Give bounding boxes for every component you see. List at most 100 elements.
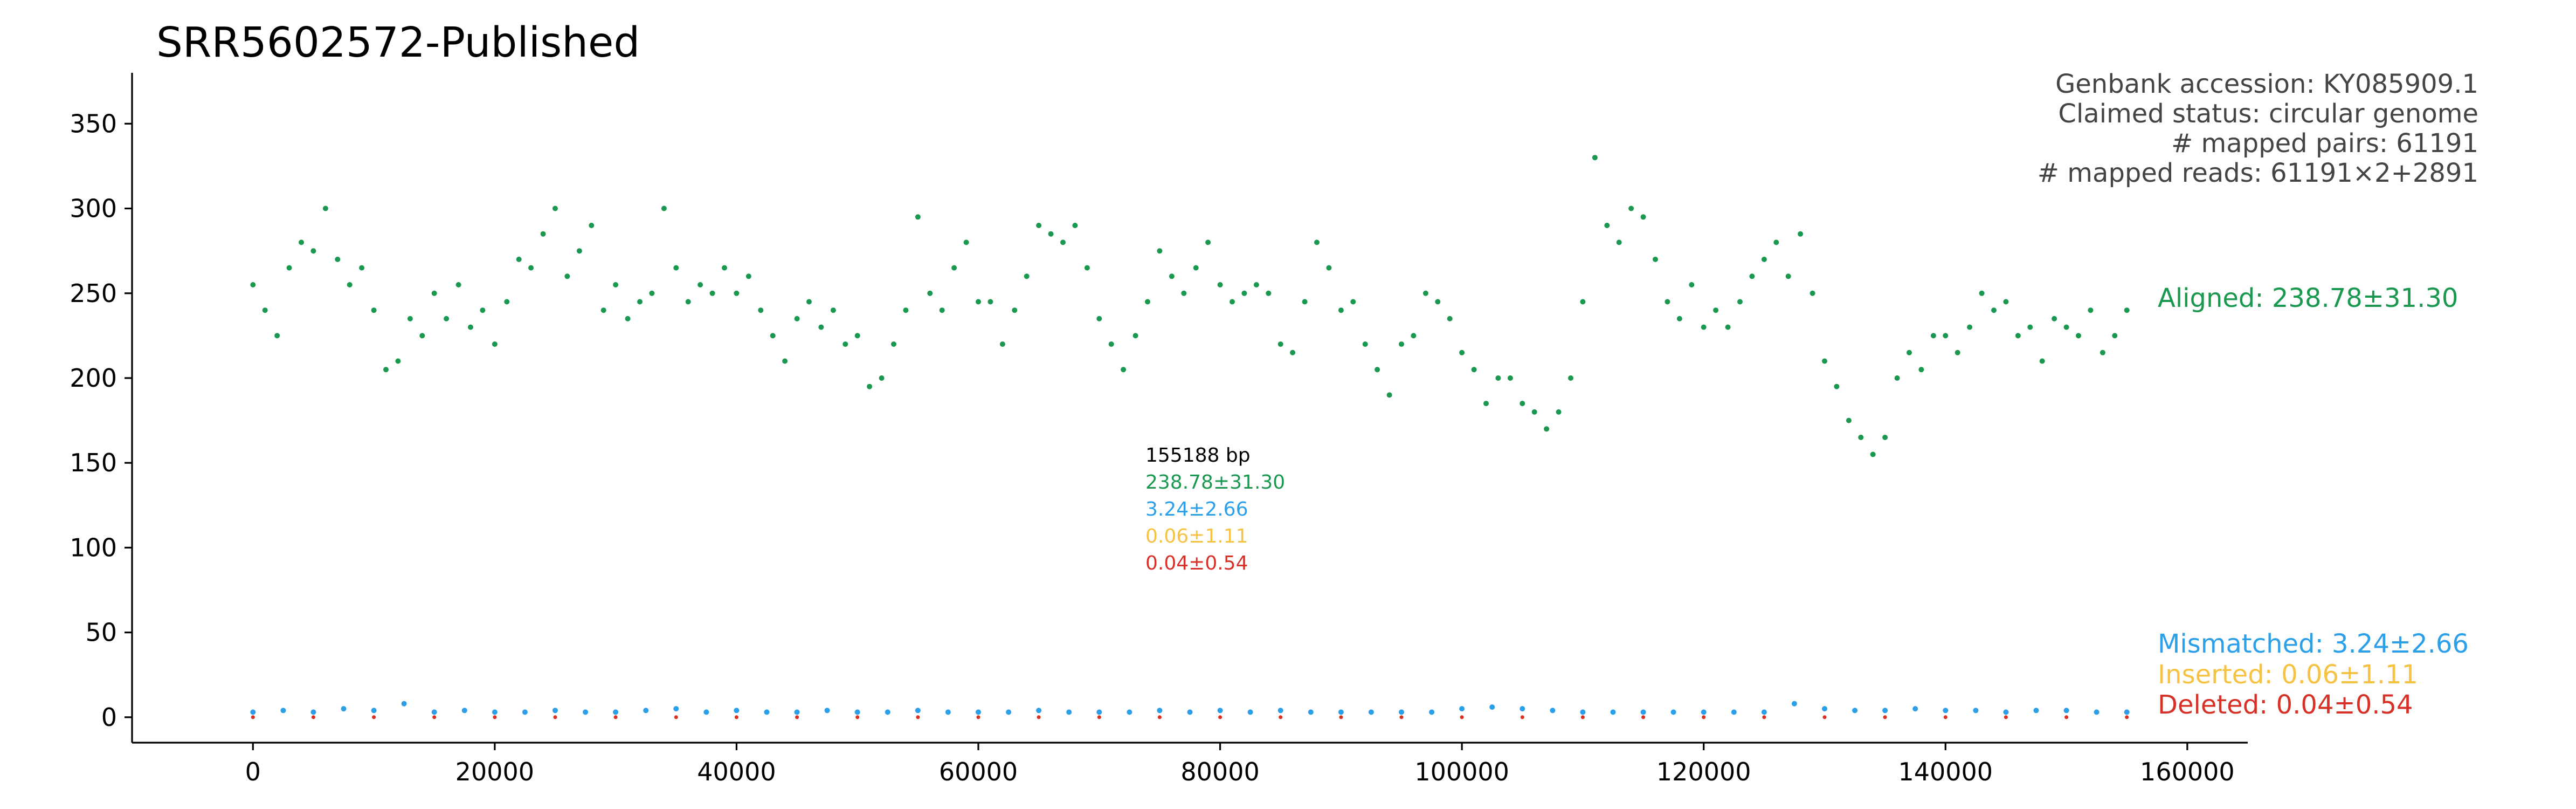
aligned-point xyxy=(1918,367,1924,373)
aligned-point xyxy=(1894,375,1900,381)
x-tick-label: 20000 xyxy=(455,757,534,786)
aligned-point xyxy=(540,231,546,237)
deleted-point xyxy=(493,715,497,719)
aligned-point xyxy=(1653,256,1658,262)
y-tick-label: 0 xyxy=(101,703,117,732)
aligned-point xyxy=(842,341,848,347)
deleted-point xyxy=(734,715,738,719)
aligned-point xyxy=(1024,273,1030,279)
mismatched-point xyxy=(976,709,981,715)
aligned-point xyxy=(1628,205,1634,211)
mismatched-point xyxy=(1066,709,1072,715)
mismatched-point xyxy=(1308,709,1314,715)
aligned-point xyxy=(1362,341,1368,347)
mismatched-point xyxy=(461,708,467,714)
aligned-point xyxy=(1483,401,1489,407)
y-tick-label: 250 xyxy=(70,279,117,308)
aligned-point xyxy=(661,205,667,211)
mismatched-point xyxy=(1520,706,1525,712)
aligned-point xyxy=(1169,273,1175,279)
aligned-point xyxy=(782,358,788,364)
aligned-point xyxy=(1350,299,1356,305)
y-axis-ticks: 0 50 100 150 200 250 300 350 xyxy=(70,109,132,732)
aligned-point xyxy=(1386,392,1392,398)
mismatched-point xyxy=(2003,709,2009,715)
mismatched-point xyxy=(1943,708,1949,714)
mismatched-point xyxy=(1127,709,1132,715)
mismatched-point xyxy=(371,708,377,714)
deleted-point xyxy=(1279,715,1283,719)
deleted-point xyxy=(1580,715,1585,719)
mismatched-point xyxy=(1157,708,1163,714)
aligned-point xyxy=(1640,214,1646,220)
x-tick-label: 140000 xyxy=(1898,757,1993,786)
aligned-point xyxy=(879,375,885,381)
aligned-point xyxy=(1568,375,1573,381)
aligned-point xyxy=(987,299,993,305)
deleted-point xyxy=(1097,715,1101,719)
x-tick-label: 160000 xyxy=(2140,757,2235,786)
mismatched-point xyxy=(1640,709,1646,715)
x-tick-label: 0 xyxy=(245,757,261,786)
aligned-point xyxy=(625,316,631,321)
aligned-point xyxy=(2015,333,2021,339)
aligned-point xyxy=(250,282,256,287)
aligned-point xyxy=(2027,324,2033,330)
deleted-point xyxy=(2125,715,2129,719)
mismatched-point xyxy=(1670,709,1676,715)
mismatched-point xyxy=(2033,708,2039,714)
aligned-point xyxy=(1205,239,1211,245)
y-tick-label: 350 xyxy=(70,109,117,138)
aligned-point xyxy=(1471,367,1477,373)
mismatched-point xyxy=(1338,709,1344,715)
aligned-point xyxy=(927,290,933,296)
aligned-point xyxy=(2063,324,2069,330)
aligned-point xyxy=(722,265,727,271)
deleted-point xyxy=(1702,715,1706,719)
aligned-point xyxy=(1108,341,1114,347)
mismatched-point xyxy=(2124,709,2130,715)
mismatched-point xyxy=(1036,708,1042,714)
deleted-point xyxy=(2004,715,2008,719)
aligned-point xyxy=(903,307,909,313)
aligned-point xyxy=(1399,341,1404,347)
aligned-point xyxy=(1375,367,1380,373)
mismatched-point xyxy=(583,709,589,715)
aligned-point xyxy=(1253,282,1259,287)
aligned-point xyxy=(830,307,836,313)
aligned-point xyxy=(976,299,981,305)
aligned-point xyxy=(1217,282,1223,287)
deleted-point xyxy=(1762,715,1766,719)
deleted-point xyxy=(1943,715,1947,719)
deleted-point xyxy=(2064,715,2069,719)
aligned-point xyxy=(1520,401,1525,407)
aligned-point xyxy=(1737,299,1743,305)
aligned-point xyxy=(322,205,328,211)
aligned-point xyxy=(1955,349,1960,355)
chart-title: SRR5602572-Published xyxy=(156,19,640,67)
aligned-point xyxy=(504,299,510,305)
deleted-point xyxy=(311,715,315,719)
aligned-point xyxy=(1930,333,1936,339)
aligned-point xyxy=(1834,383,1840,389)
mismatched-point xyxy=(1006,709,1012,715)
aligned-point xyxy=(1689,282,1695,287)
mismatched-point xyxy=(643,708,649,714)
aligned-point xyxy=(1773,239,1779,245)
x-tick-label: 80000 xyxy=(1180,757,1259,786)
aligned-point xyxy=(480,307,486,313)
aligned-point xyxy=(1907,349,1912,355)
aligned-point xyxy=(806,299,812,305)
mismatched-point xyxy=(1973,708,1979,714)
inserted-series xyxy=(251,715,2129,719)
aligned-point xyxy=(1084,265,1090,271)
aligned-point xyxy=(1749,273,1755,279)
aligned-point xyxy=(2124,307,2130,313)
aligned-point xyxy=(939,307,945,313)
deleted-point xyxy=(1460,715,1464,719)
aligned-point xyxy=(1725,324,1731,330)
deleted-point xyxy=(1218,715,1223,719)
x-axis-ticks: 0 20000 40000 60000 80000 100000 120000 140000 1… xyxy=(245,743,2235,786)
aligned-point xyxy=(673,265,679,271)
